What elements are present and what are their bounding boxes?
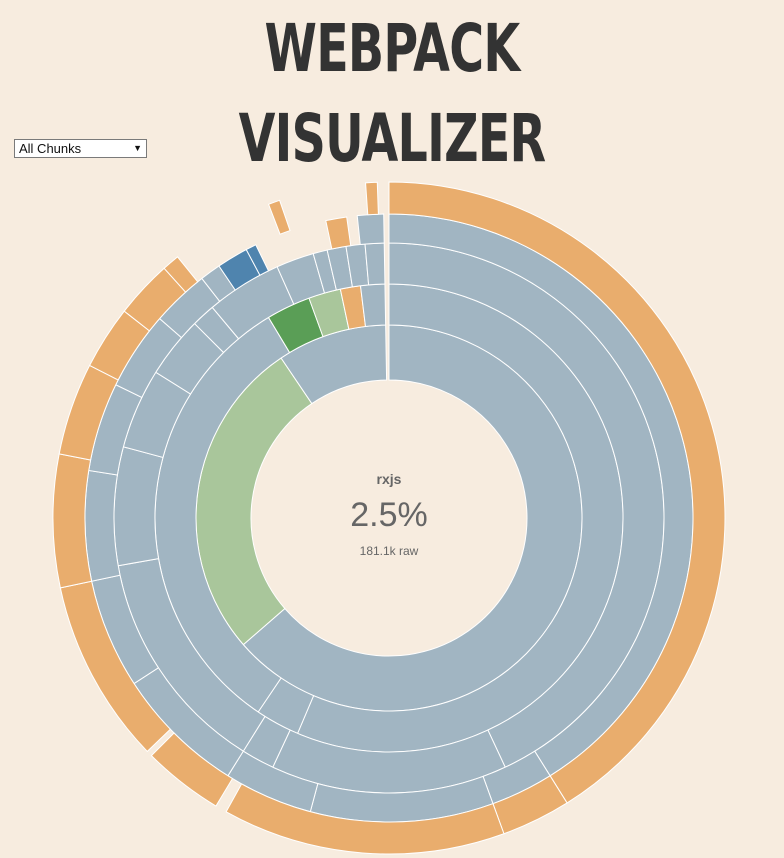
- sunburst-segment[interactable]: [359, 283, 387, 327]
- chevron-down-icon: ▼: [133, 143, 142, 153]
- sunburst-segment[interactable]: [225, 783, 505, 855]
- chunk-select[interactable]: All Chunks ▼: [14, 139, 147, 158]
- module-percentage: 2.5%: [350, 496, 428, 534]
- module-raw-size: 181.1k raw: [359, 544, 419, 558]
- sunburst-segment[interactable]: [364, 242, 386, 286]
- sunburst-segment[interactable]: [325, 216, 352, 250]
- module-name: rxjs: [376, 471, 402, 487]
- sunburst-segment[interactable]: [365, 181, 379, 216]
- page-title: WEBPACK VISUALIZER: [238, 10, 547, 177]
- chunk-select-value: All Chunks: [19, 141, 82, 156]
- sunburst-segment[interactable]: [245, 244, 270, 276]
- sunburst-segment[interactable]: [150, 732, 234, 807]
- sunburst-segment[interactable]: [163, 256, 199, 293]
- sunburst-segment[interactable]: [356, 213, 385, 246]
- sunburst-segment[interactable]: [113, 446, 164, 567]
- sunburst-segment[interactable]: [267, 199, 291, 235]
